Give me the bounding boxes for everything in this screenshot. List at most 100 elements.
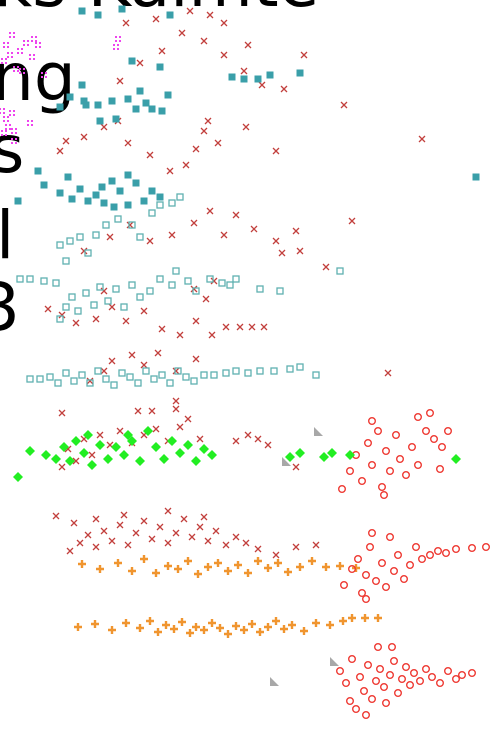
data-point	[270, 677, 279, 686]
data-point	[132, 105, 140, 113]
data-point	[244, 569, 252, 577]
data-point	[220, 231, 228, 239]
data-point	[183, 440, 193, 450]
data-point	[386, 671, 395, 680]
data-point	[248, 620, 256, 628]
data-point	[296, 363, 304, 371]
data-point	[118, 369, 126, 377]
data-point	[372, 677, 381, 686]
data-point	[288, 621, 296, 629]
data-point	[452, 545, 461, 554]
data-point	[386, 467, 395, 476]
data-point	[110, 203, 118, 211]
data-point	[40, 277, 48, 285]
data-point	[204, 117, 212, 125]
data-point	[116, 77, 124, 85]
data-point	[190, 219, 198, 227]
data-point	[192, 623, 200, 631]
data-point	[212, 527, 220, 535]
data-point	[140, 361, 148, 369]
data-point	[426, 409, 435, 418]
data-point	[360, 687, 369, 696]
data-point	[180, 515, 188, 523]
data-point	[216, 624, 224, 632]
data-point	[378, 483, 387, 492]
data-point	[442, 549, 451, 558]
data-point	[146, 617, 154, 625]
data-point	[52, 279, 60, 287]
data-point	[264, 623, 272, 631]
data-point	[78, 560, 86, 568]
data-point	[156, 193, 164, 201]
data-point	[254, 545, 262, 553]
data-point	[100, 123, 108, 131]
data-point	[119, 450, 129, 460]
data-point	[200, 513, 208, 521]
data-point	[128, 281, 136, 289]
data-point	[214, 559, 222, 567]
data-point	[80, 247, 88, 255]
data-point	[13, 472, 23, 482]
data-point	[124, 201, 132, 209]
data-point	[222, 323, 230, 331]
data-point	[254, 75, 262, 83]
data-point	[207, 450, 217, 460]
data-point	[376, 665, 385, 674]
data-point	[362, 595, 371, 604]
data-point	[346, 697, 355, 706]
data-point	[52, 512, 60, 520]
data-point	[112, 285, 120, 293]
data-point	[418, 135, 426, 143]
data-point	[178, 618, 186, 626]
data-point	[398, 675, 407, 684]
data-point	[74, 307, 82, 315]
data-point	[166, 379, 174, 387]
data-point	[414, 413, 423, 422]
data-point	[167, 436, 177, 446]
data-point	[91, 620, 99, 628]
data-point	[256, 285, 264, 293]
data-point	[16, 275, 24, 283]
data-point	[362, 711, 371, 720]
data-point	[136, 59, 144, 67]
data-point	[248, 323, 256, 331]
text-fragment-5: 3	[0, 269, 20, 346]
data-point	[184, 557, 192, 565]
data-point	[348, 217, 356, 225]
data-point	[200, 371, 208, 379]
data-point	[116, 187, 124, 195]
data-point	[458, 671, 467, 680]
data-point	[402, 663, 411, 672]
data-point	[14, 197, 22, 205]
data-point	[240, 75, 248, 83]
data-point	[336, 667, 345, 676]
data-point	[36, 375, 44, 383]
data-point	[276, 287, 284, 295]
data-point	[100, 199, 108, 207]
data-point	[226, 281, 234, 289]
data-point	[17, 48, 23, 54]
data-point	[394, 551, 403, 560]
data-point	[258, 81, 266, 89]
data-point	[196, 435, 204, 443]
series-plus	[74, 555, 382, 638]
data-point	[64, 173, 72, 181]
data-point	[272, 237, 280, 245]
data-point	[412, 543, 421, 552]
data-point	[94, 11, 102, 19]
data-point	[148, 209, 156, 217]
data-point	[158, 47, 166, 55]
data-point	[361, 614, 369, 622]
data-point	[326, 621, 334, 629]
data-point	[224, 630, 232, 638]
data-point	[84, 249, 92, 257]
data-point	[280, 625, 288, 633]
data-point	[71, 436, 81, 446]
data-point	[140, 197, 148, 205]
data-point	[374, 643, 383, 652]
data-point	[122, 619, 130, 627]
series-square-filled	[14, 5, 480, 211]
data-point	[224, 567, 232, 575]
data-point	[70, 377, 78, 385]
data-point	[240, 626, 248, 634]
